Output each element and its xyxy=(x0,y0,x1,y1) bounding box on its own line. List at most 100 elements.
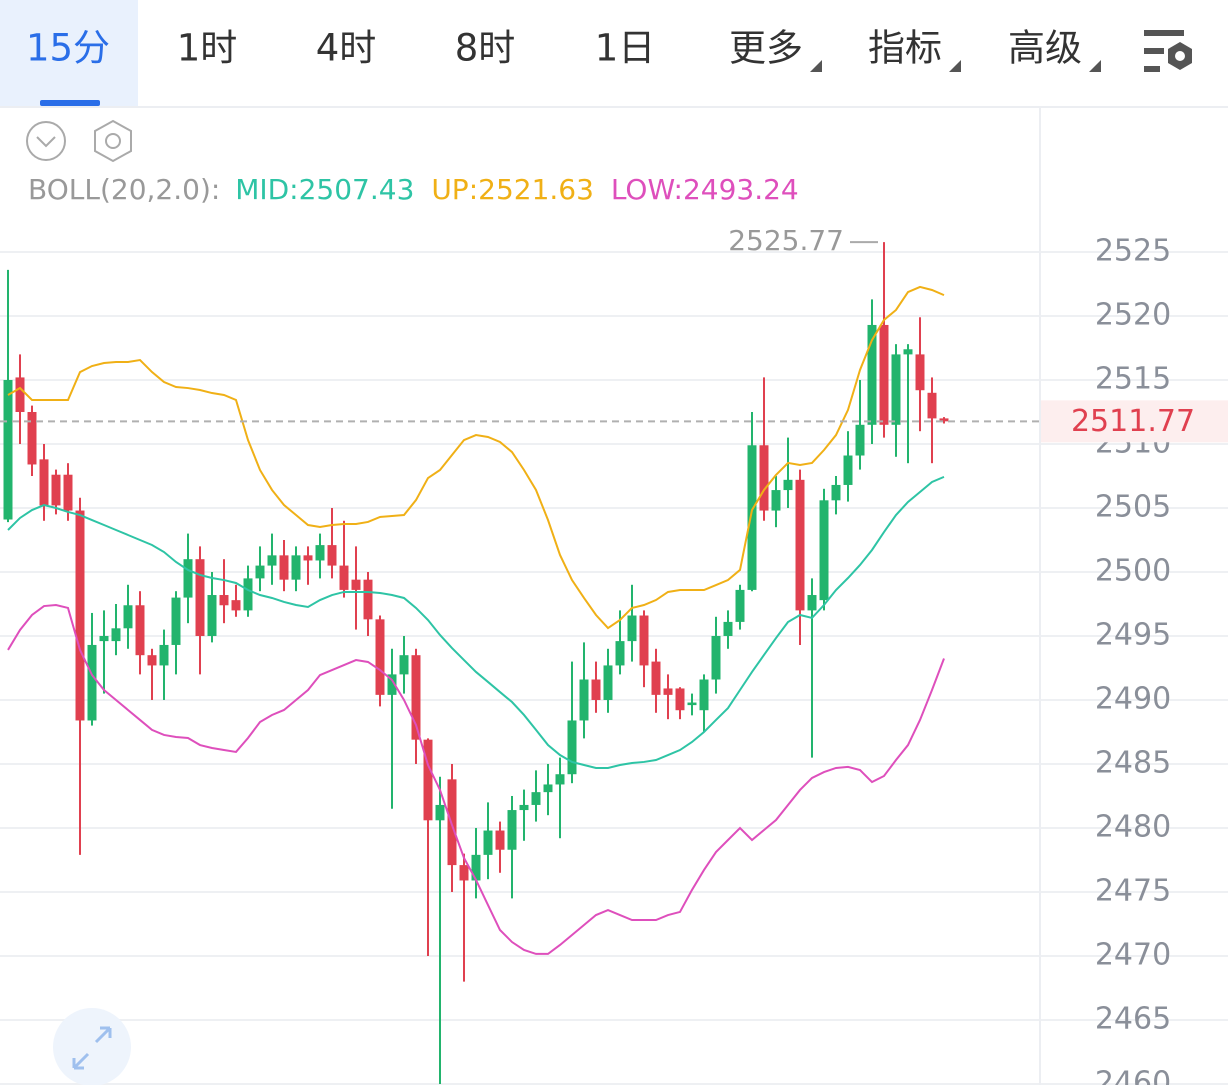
tab[interactable]: 指标 xyxy=(868,27,942,70)
candle-body xyxy=(699,679,709,711)
y-tick-label: 2475 xyxy=(1095,873,1171,908)
icon-bar xyxy=(1144,30,1184,36)
candle-body xyxy=(891,354,901,425)
tab[interactable]: 1日 xyxy=(595,27,656,70)
candle-body xyxy=(339,565,349,590)
candle-body xyxy=(15,377,25,412)
y-tick-label: 2505 xyxy=(1095,489,1171,524)
hex-hole xyxy=(105,133,121,149)
candle-body xyxy=(531,792,541,805)
candle-body xyxy=(663,688,673,695)
candle-body xyxy=(579,679,589,721)
candle-body xyxy=(387,674,397,695)
boll-legend: BOLL(20,2.0): MID:2507.43 UP:2521.63 LOW… xyxy=(28,173,799,206)
candle-body xyxy=(627,615,637,642)
candle-body xyxy=(519,804,529,811)
candle-body xyxy=(135,605,145,656)
candle-body xyxy=(111,628,121,642)
candle-body xyxy=(459,865,469,881)
active-tab-bg xyxy=(0,0,138,106)
candle-body xyxy=(675,688,685,711)
tab[interactable]: 1时 xyxy=(177,27,238,70)
y-tick-label: 2525 xyxy=(1095,233,1171,268)
y-tick-label: 2495 xyxy=(1095,617,1171,652)
candle-body xyxy=(735,589,745,622)
y-tick-label: 2520 xyxy=(1095,297,1171,332)
candle-body xyxy=(375,619,385,695)
y-tick-label: 2485 xyxy=(1095,745,1171,780)
candle-body xyxy=(687,702,697,706)
candle-body xyxy=(807,595,817,611)
icon-bar xyxy=(1144,48,1164,54)
candle-body xyxy=(63,474,73,511)
candle-body xyxy=(3,379,13,520)
candle-body xyxy=(939,418,949,422)
candle-body xyxy=(27,411,37,465)
y-tick-label: 2515 xyxy=(1095,361,1171,396)
last-price-box xyxy=(1040,400,1228,443)
candle-body xyxy=(843,455,853,485)
y-tick-label: 2500 xyxy=(1095,553,1171,588)
y-tick-label: 2460 xyxy=(1095,1065,1171,1085)
candle-body xyxy=(219,595,229,606)
dropdown-triangle xyxy=(810,60,822,72)
candle-body xyxy=(555,774,565,785)
fullscreen-button[interactable] xyxy=(53,1008,131,1085)
candle-body xyxy=(795,479,805,611)
candle-body xyxy=(879,324,889,425)
candle-body xyxy=(639,615,649,666)
candle-body xyxy=(39,459,49,506)
settings-icon[interactable] xyxy=(1144,30,1192,72)
icon-bar xyxy=(1144,66,1160,72)
candle-body xyxy=(195,559,205,636)
max-label: 2525.77 xyxy=(728,224,844,257)
candle-body xyxy=(327,545,337,566)
candle-body xyxy=(471,854,481,881)
candle-body xyxy=(123,605,133,629)
candle-body xyxy=(483,830,493,855)
candle-body xyxy=(651,661,661,695)
candle-body xyxy=(591,679,601,700)
candle-body xyxy=(243,578,253,611)
candle-body xyxy=(903,349,913,355)
tab[interactable]: 高级 xyxy=(1008,27,1082,70)
indicator-label: BOLL(20,2.0): xyxy=(28,173,220,206)
y-tick-label: 2490 xyxy=(1095,681,1171,716)
boll-line xyxy=(7,604,945,955)
chevron xyxy=(36,136,56,148)
candle-body xyxy=(75,510,85,721)
tab[interactable]: 8时 xyxy=(455,27,516,70)
candle-body xyxy=(747,445,757,590)
candle-body xyxy=(855,424,865,456)
candle-body xyxy=(363,579,373,620)
candle-body xyxy=(507,810,517,850)
candle-body xyxy=(171,597,181,645)
tab[interactable]: 4时 xyxy=(316,27,377,70)
legend-low: LOW:2493.24 xyxy=(611,173,799,206)
candle-body xyxy=(567,720,577,775)
candle-body xyxy=(315,545,325,561)
candle-body xyxy=(159,644,169,666)
expand-arrows xyxy=(72,1026,112,1070)
candle-body xyxy=(147,655,157,666)
tab[interactable]: 15分 xyxy=(26,27,110,70)
candle-body xyxy=(231,600,241,611)
candle-body xyxy=(255,565,265,579)
legend-mid: MID:2507.43 xyxy=(235,173,414,206)
candle-body xyxy=(723,621,733,636)
indicator-settings-icon[interactable] xyxy=(94,119,132,163)
candle-body xyxy=(51,474,61,506)
tab[interactable]: 更多 xyxy=(729,27,803,70)
candle-body xyxy=(291,555,301,580)
candle-body xyxy=(303,555,313,561)
collapse-icon[interactable] xyxy=(26,121,66,161)
candle-body xyxy=(423,739,433,821)
y-tick-label: 2480 xyxy=(1095,809,1171,844)
dropdown-triangle xyxy=(1089,60,1101,72)
candle-body xyxy=(411,655,421,740)
candle-body xyxy=(207,595,217,636)
candle-body xyxy=(759,445,769,511)
boll-line xyxy=(7,475,945,769)
